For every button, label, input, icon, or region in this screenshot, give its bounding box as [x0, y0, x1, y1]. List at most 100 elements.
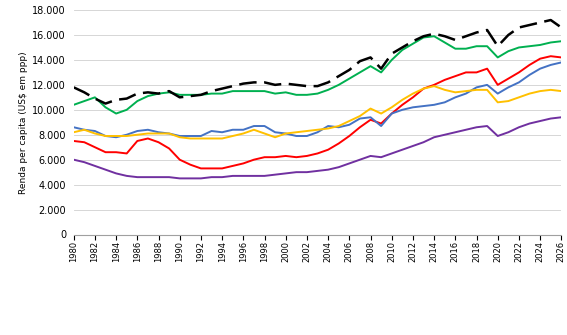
Bolívia [484, 124, 490, 128]
Brasil [303, 93, 310, 97]
Equador [123, 134, 130, 138]
Paraguai [431, 103, 438, 107]
Peru [558, 55, 565, 59]
ALC [346, 68, 353, 72]
Paraguai [123, 133, 130, 137]
Brasil [399, 48, 406, 52]
Peru [187, 163, 194, 167]
Equador [229, 134, 236, 138]
Peru [272, 155, 278, 159]
Brasil [505, 49, 512, 53]
Paraguai [240, 128, 247, 132]
Brasil [346, 77, 353, 81]
Paraguai [293, 134, 300, 138]
Paraguai [378, 124, 384, 128]
Brasil [155, 91, 162, 95]
Brasil [484, 44, 490, 48]
Brasil [452, 47, 459, 51]
Peru [197, 166, 204, 171]
ALC [166, 89, 172, 93]
Equador [473, 88, 480, 92]
ALC [388, 52, 395, 56]
Equador [441, 88, 448, 92]
Peru [367, 118, 374, 122]
Peru [70, 139, 77, 143]
Paraguai [494, 91, 501, 95]
Bolívia [208, 175, 215, 179]
Brasil [229, 89, 236, 93]
Brasil [558, 39, 565, 43]
Peru [303, 154, 310, 158]
Equador [81, 128, 88, 132]
Paraguai [325, 124, 332, 128]
Line: Paraguai: Paraguai [74, 62, 561, 137]
Peru [473, 70, 480, 74]
ALC [70, 85, 77, 89]
ALC [187, 94, 194, 98]
Equador [134, 133, 141, 137]
Peru [251, 158, 257, 162]
Brasil [463, 47, 469, 51]
Paraguai [314, 130, 321, 134]
Equador [388, 105, 395, 109]
Line: Brasil: Brasil [74, 36, 561, 114]
Peru [399, 103, 406, 107]
Brasil [515, 46, 522, 50]
Paraguai [176, 134, 183, 138]
ALC [91, 96, 98, 100]
Peru [441, 78, 448, 82]
Brasil [187, 93, 194, 97]
ALC [293, 83, 300, 87]
ALC [547, 18, 554, 22]
ALC [314, 84, 321, 88]
Peru [388, 112, 395, 116]
Paraguai [219, 130, 226, 134]
ALC [197, 93, 204, 97]
Equador [303, 129, 310, 133]
Peru [515, 70, 522, 74]
Brasil [526, 44, 533, 48]
Bolívia [145, 175, 151, 179]
Brasil [145, 94, 151, 98]
Brasil [441, 41, 448, 45]
Peru [176, 158, 183, 162]
Peru [155, 140, 162, 144]
Paraguai [251, 124, 257, 128]
Equador [272, 135, 278, 139]
Peru [240, 161, 247, 165]
Paraguai [526, 73, 533, 77]
Y-axis label: Renda per capita (US$ em ppp): Renda per capita (US$ em ppp) [19, 51, 28, 194]
Bolívia [537, 119, 544, 123]
Bolívia [335, 165, 342, 169]
Paraguai [420, 104, 427, 108]
Equador [547, 88, 554, 92]
Peru [145, 136, 151, 140]
Peru [91, 145, 98, 149]
Peru [102, 150, 109, 154]
ALC [494, 44, 501, 48]
Equador [166, 131, 172, 135]
Peru [378, 122, 384, 126]
Brasil [176, 93, 183, 97]
Line: Equador: Equador [74, 86, 561, 138]
ALC [441, 34, 448, 38]
Brasil [378, 70, 384, 74]
Peru [134, 139, 141, 143]
Equador [399, 98, 406, 102]
ALC [145, 90, 151, 94]
Equador [357, 114, 363, 118]
Paraguai [187, 134, 194, 138]
Peru [123, 151, 130, 155]
Equador [145, 131, 151, 135]
ALC [134, 91, 141, 95]
Equador [208, 136, 215, 140]
ALC [251, 80, 257, 84]
Paraguai [473, 85, 480, 89]
ALC [219, 86, 226, 90]
Equador [240, 131, 247, 135]
Bolívia [282, 172, 289, 176]
Bolívia [314, 169, 321, 173]
Paraguai [558, 60, 565, 64]
Paraguai [463, 91, 469, 95]
ALC [272, 83, 278, 87]
